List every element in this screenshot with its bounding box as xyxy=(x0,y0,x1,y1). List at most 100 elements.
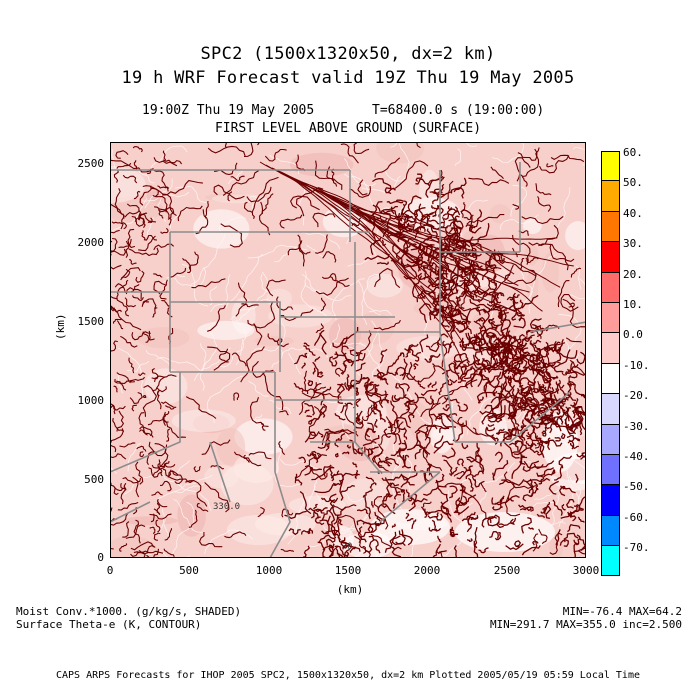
contour-line xyxy=(538,386,549,393)
contour-line xyxy=(462,277,467,296)
contour-line xyxy=(557,280,570,308)
contour-line xyxy=(133,160,138,170)
contour-line xyxy=(401,209,418,216)
contour-line xyxy=(519,403,530,409)
contour-line xyxy=(472,247,478,261)
contour-line xyxy=(542,505,552,520)
contour-line xyxy=(442,276,458,285)
contour-line xyxy=(567,382,572,387)
contour-line xyxy=(185,480,208,507)
contour-line xyxy=(455,309,468,320)
contour-line xyxy=(306,415,313,418)
contour-line xyxy=(536,442,545,456)
contour-line xyxy=(167,470,178,478)
contour-line xyxy=(506,394,519,407)
contour-line xyxy=(529,318,542,330)
contour-line xyxy=(354,417,360,422)
contour-line xyxy=(154,206,172,226)
contour-line xyxy=(430,341,448,368)
colorbar-label: -10. xyxy=(623,358,650,372)
contour-line xyxy=(401,454,406,468)
contour-line xyxy=(411,519,417,530)
contour-line xyxy=(166,428,171,442)
contour-line xyxy=(151,367,159,383)
contour-line xyxy=(442,340,451,348)
contour-line xyxy=(259,201,271,236)
contour-line xyxy=(110,444,117,453)
contour-line xyxy=(301,232,341,250)
contour-line xyxy=(374,384,389,397)
contour-line xyxy=(469,226,482,234)
contour-line xyxy=(477,396,484,404)
contour-line xyxy=(346,551,350,558)
state-boundary xyxy=(269,471,291,558)
contour-line xyxy=(391,523,396,528)
shaded-stats: MIN=-76.4 MAX=64.2 xyxy=(562,605,682,618)
contour-line xyxy=(384,187,396,195)
contour-line xyxy=(474,526,478,549)
contour-line xyxy=(389,482,400,487)
contour-line xyxy=(290,195,320,211)
contour-line xyxy=(155,519,161,533)
contour-line xyxy=(442,505,453,523)
contour-line xyxy=(464,283,468,294)
contour-line xyxy=(413,444,429,458)
contour-line xyxy=(349,330,372,357)
contour-line xyxy=(287,234,302,256)
shading-patch xyxy=(522,218,542,234)
contour-line xyxy=(422,265,427,277)
contour-line xyxy=(544,411,553,417)
contour-line xyxy=(504,366,528,372)
contour-line xyxy=(373,452,392,474)
credit-line: CAPS ARPS Forecasts for IHOP 2005 SPC2, … xyxy=(56,670,640,681)
y-tick-label: 0 xyxy=(97,551,104,564)
contour-line xyxy=(521,516,532,534)
y-tick-label: 1500 xyxy=(77,315,105,328)
contour-line xyxy=(110,198,148,234)
contour-line xyxy=(529,502,556,532)
contour-line xyxy=(466,214,505,225)
contour-line xyxy=(269,399,291,415)
contour-line xyxy=(110,253,122,270)
contour-line xyxy=(138,213,156,223)
contour-line xyxy=(529,340,541,351)
contour-line xyxy=(477,462,515,485)
contour-line xyxy=(156,387,162,410)
contour-line xyxy=(371,443,384,463)
contour-line xyxy=(559,539,569,547)
contour-line xyxy=(550,154,585,163)
contour-line xyxy=(459,279,479,292)
contour-line xyxy=(388,421,394,432)
contour-line xyxy=(129,376,145,384)
contour-line xyxy=(218,348,229,363)
contour-line xyxy=(266,279,286,297)
contour-line xyxy=(133,519,141,544)
shading-patch xyxy=(289,152,354,177)
contour-line xyxy=(162,473,212,512)
contour-line xyxy=(477,223,490,243)
contour-line xyxy=(373,539,381,554)
state-boundary xyxy=(439,331,456,443)
contour-line xyxy=(177,205,203,222)
contour-line xyxy=(488,318,494,324)
contour-line xyxy=(454,258,476,271)
contour-line xyxy=(130,541,154,551)
contour-line xyxy=(301,273,352,302)
contour-line xyxy=(319,191,519,286)
contour-line xyxy=(577,516,585,523)
contour-line xyxy=(253,301,276,329)
contour-line xyxy=(432,363,450,378)
colorbar-swatch xyxy=(601,363,620,395)
contour-line xyxy=(402,428,408,440)
contour-line xyxy=(279,410,289,416)
colorbar-swatch xyxy=(601,515,620,547)
contour-line xyxy=(125,240,130,258)
contour-line xyxy=(152,376,166,392)
contour-line xyxy=(554,338,564,352)
contour-line xyxy=(558,455,573,469)
contour-line xyxy=(522,148,540,178)
contour-line xyxy=(304,465,328,480)
contour-line xyxy=(159,480,172,492)
contour-line xyxy=(479,404,493,415)
contour-line xyxy=(110,304,142,331)
